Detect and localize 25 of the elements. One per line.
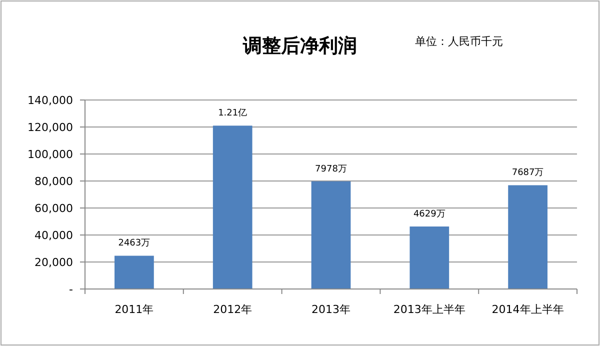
y-tick-label: 140,000 — [28, 94, 73, 107]
y-tick-label: 80,000 — [34, 174, 73, 188]
chart-subtitle: 单位：人民币千元 — [415, 35, 503, 48]
annotation: 4629万 — [413, 210, 446, 220]
x-tick-label: 2013年上半年 — [393, 303, 466, 316]
x-tick-label: 2012年 — [213, 303, 252, 316]
bar — [212, 126, 252, 289]
x-tick-label: 2014年上半年 — [492, 303, 564, 316]
y-tick-label: 20,000 — [34, 256, 73, 269]
annotation: 7978万 — [315, 164, 347, 174]
annotation: 1.21亿 — [218, 108, 248, 119]
y-tick-label: 100,000 — [28, 148, 73, 161]
y-tick-label: - — [69, 282, 74, 296]
chart-title: 调整后净利润 — [242, 35, 357, 57]
y-tick-label: 60,000 — [34, 202, 73, 215]
y-tick-label: 120,000 — [28, 120, 73, 134]
bar — [311, 181, 351, 289]
bar — [114, 256, 154, 289]
y-tick-label: 40,000 — [34, 228, 73, 242]
bar — [410, 226, 450, 289]
x-tick-label: 2013年 — [312, 303, 350, 316]
annotation: 7687万 — [512, 168, 544, 178]
annotation: 2463万 — [118, 238, 150, 249]
bar — [508, 185, 548, 289]
x-tick-label: 2011年 — [114, 303, 154, 316]
